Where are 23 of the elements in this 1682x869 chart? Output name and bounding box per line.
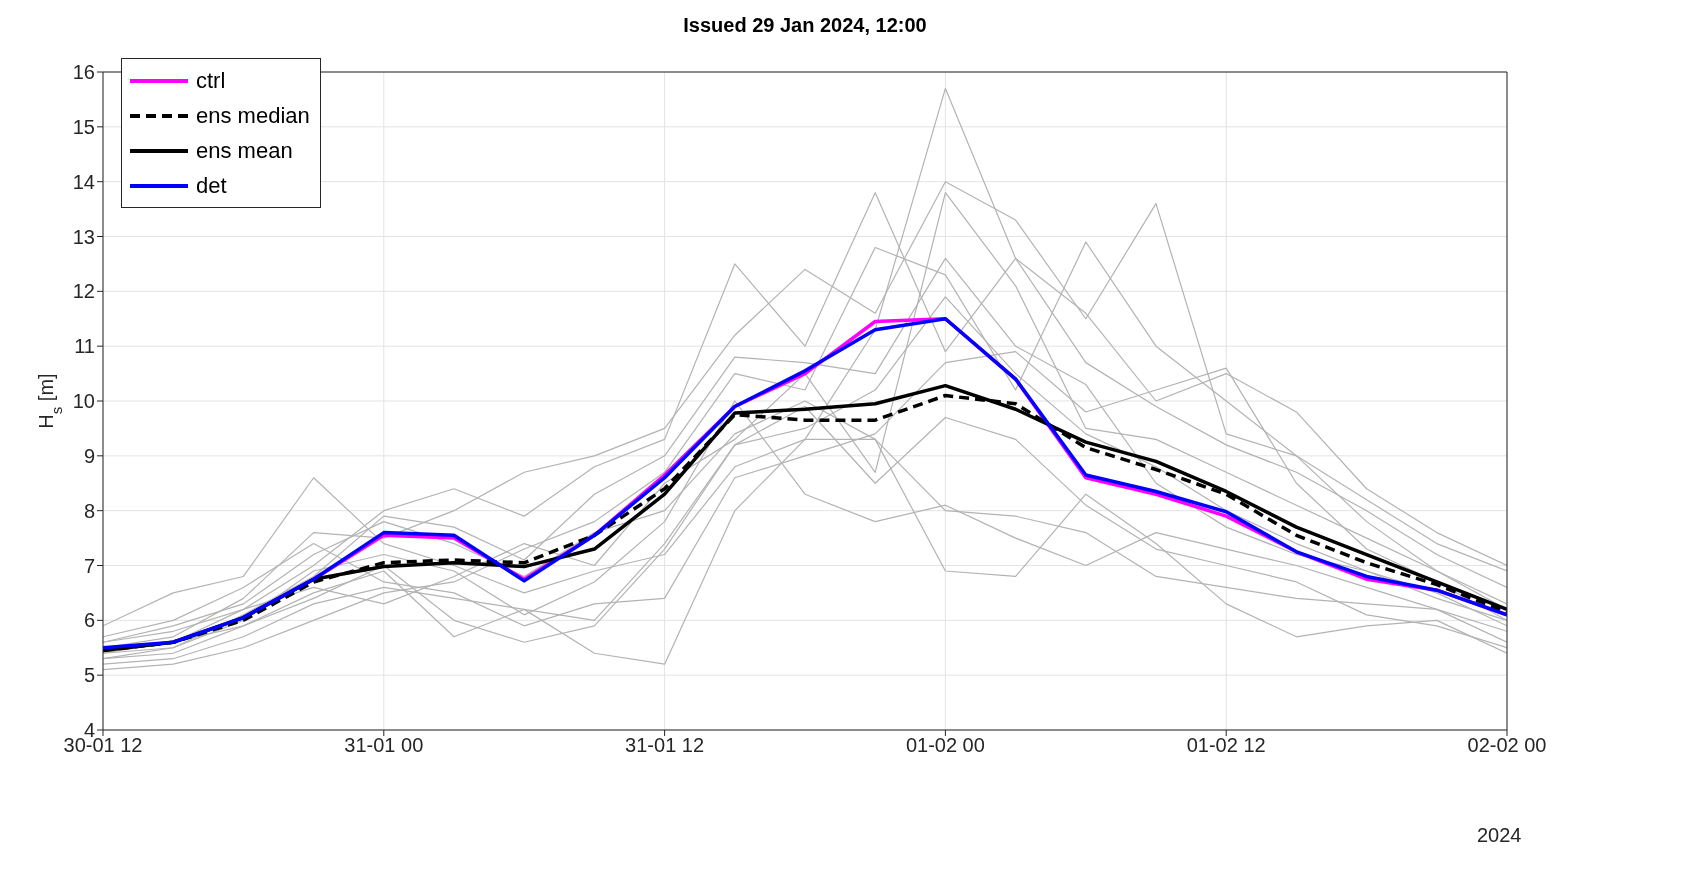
y-tick-label: 10 [72,390,95,413]
chart-title: Issued 29 Jan 2024, 12:00 [682,14,928,37]
y-tick-label: 9 [83,444,95,467]
y-tick-label: 5 [83,664,95,687]
x-tick-label: 31-01 12 [625,734,705,757]
legend-label: det [196,172,227,199]
text: 2024 [1477,824,1522,847]
y-tick-label: 14 [72,170,95,193]
y-tick-label: 13 [72,225,95,248]
legend-label: ctrl [196,67,226,94]
x-tick-label: 01-02 12 [1186,734,1266,757]
y-tick-label: 11 [74,335,95,358]
y-tick-label: 12 [72,280,95,303]
y-tick-label: 6 [83,609,95,632]
y-tick-label: 16 [72,61,95,84]
x-tick-label: 02-02 00 [1467,734,1547,757]
y-tick-label: 7 [83,554,95,577]
y-tick-label: 8 [83,499,95,522]
legend-label: ens mean [196,137,293,164]
y-tick-label: 15 [72,115,95,138]
x-tick-label: 31-01 00 [344,734,424,757]
legend-label: ens median [196,102,310,129]
x-tick-label: 01-02 00 [905,734,985,757]
